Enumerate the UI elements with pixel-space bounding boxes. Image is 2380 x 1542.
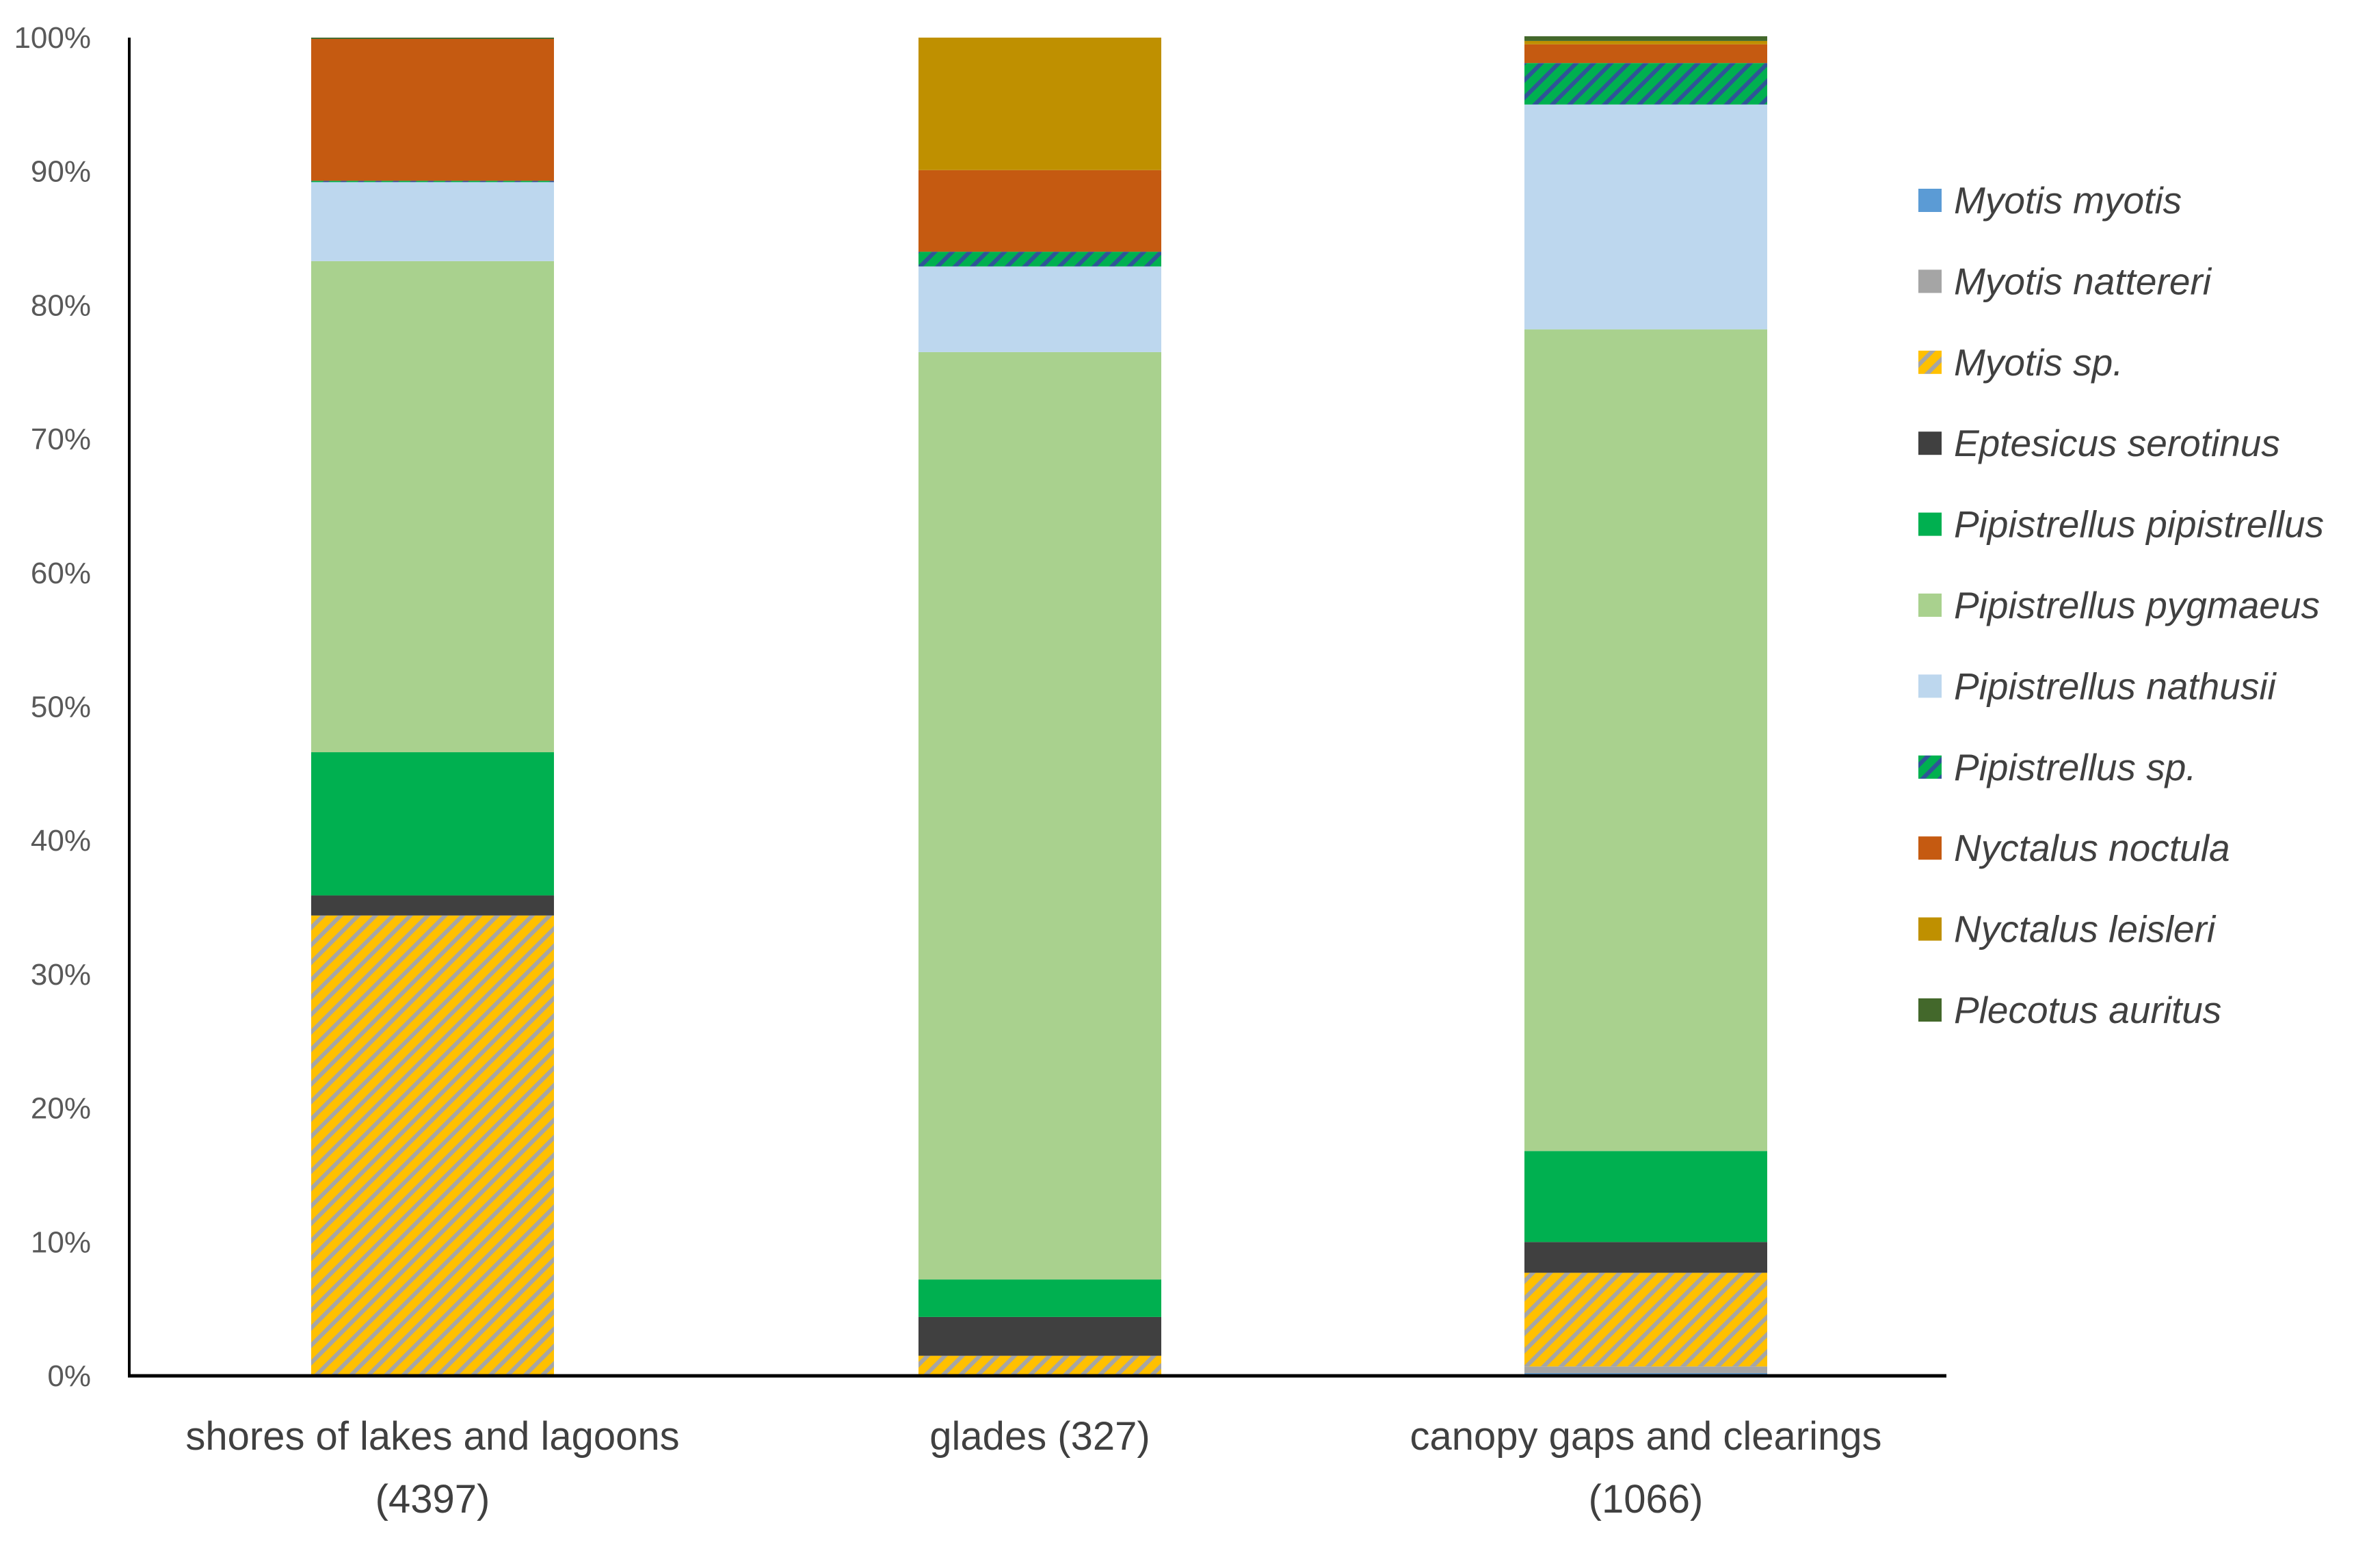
bar-segment (1524, 1273, 1767, 1367)
y-axis-ticks: 0% 10% 20% 30% 40% 50% 60% 70% 80% 90% 100% (14, 21, 91, 1393)
legend-label: Pipistrellus pygmaeus (1954, 584, 2320, 626)
legend-swatch (1918, 755, 1942, 779)
bar-segment (311, 895, 554, 916)
bar-segment (1524, 104, 1767, 330)
y-tick-label: 90% (31, 155, 91, 189)
y-tick-label: 80% (31, 289, 91, 322)
bar-segment (918, 1316, 1161, 1356)
bar-segment (918, 351, 1161, 1280)
legend-swatch (1918, 594, 1942, 617)
bar-segment (1524, 329, 1767, 1152)
x-category-label: shores of lakes and lagoons (185, 1414, 679, 1459)
legend-label: Nyctalus noctula (1954, 827, 2230, 869)
y-tick-label: 100% (14, 21, 91, 55)
x-category-label: canopy gaps and clearings (1410, 1414, 1881, 1459)
y-tick-label: 50% (31, 691, 91, 724)
legend-label: Myotis nattereri (1954, 260, 2212, 302)
bar-segment (1524, 1366, 1767, 1374)
legend-swatch (1918, 674, 1942, 698)
legend-swatch (1918, 836, 1942, 860)
bar-segment (311, 261, 554, 753)
bar-segment (1524, 1242, 1767, 1273)
x-axis-labels: shores of lakes and lagoons (4397) glades … (185, 1414, 1881, 1521)
legend-swatch (1918, 350, 1942, 374)
bar-segment (1524, 44, 1767, 64)
y-tick-label: 0% (47, 1359, 91, 1393)
legend: Myotis myotis Myotis nattereri Myotis sp. E… (1918, 179, 2324, 1031)
bar-segment (311, 38, 554, 181)
bar-segment (918, 170, 1161, 252)
legend-label: Pipistrellus sp. (1954, 746, 2197, 788)
legend-label: Pipistrellus nathusii (1954, 665, 2277, 707)
bar-segment (1524, 36, 1767, 41)
legend-swatch (1918, 189, 1942, 212)
legend-label: Eptesicus serotinus (1954, 422, 2280, 464)
bar-segment (918, 38, 1161, 170)
bar-segment (918, 1355, 1161, 1376)
legend-swatch (1918, 269, 1942, 293)
legend-swatch (1918, 431, 1942, 455)
bar-segment (1524, 63, 1767, 105)
bar-segment (311, 182, 554, 261)
bar-segment (311, 915, 554, 1376)
bar-segment (311, 181, 554, 183)
legend-swatch (1918, 998, 1942, 1022)
bar-segment (1524, 40, 1767, 44)
y-tick-label: 20% (31, 1092, 91, 1126)
y-tick-label: 70% (31, 423, 91, 456)
x-category-label: glades (327) (929, 1414, 1150, 1459)
bar-segment (311, 38, 554, 39)
y-tick-label: 30% (31, 958, 91, 992)
bars (311, 36, 1767, 1376)
bar-segment (1524, 1151, 1767, 1242)
legend-label: Myotis myotis (1954, 179, 2182, 222)
y-tick-label: 60% (31, 557, 91, 590)
bar-segment (918, 1279, 1161, 1317)
bar-segment (918, 252, 1161, 267)
y-tick-label: 10% (31, 1225, 91, 1259)
x-category-label: (1066) (1589, 1477, 1704, 1521)
legend-label: Myotis sp. (1954, 341, 2124, 384)
legend-swatch (1918, 917, 1942, 941)
x-category-label: (4397) (375, 1477, 490, 1521)
y-tick-label: 40% (31, 824, 91, 858)
legend-swatch (1918, 512, 1942, 536)
legend-label: Pipistrellus pipistrellus (1954, 503, 2324, 546)
bar-segment (918, 266, 1161, 352)
bar-segment (311, 752, 554, 896)
legend-label: Plecotus auritus (1954, 989, 2221, 1031)
legend-label: Nyctalus leisleri (1954, 908, 2217, 951)
